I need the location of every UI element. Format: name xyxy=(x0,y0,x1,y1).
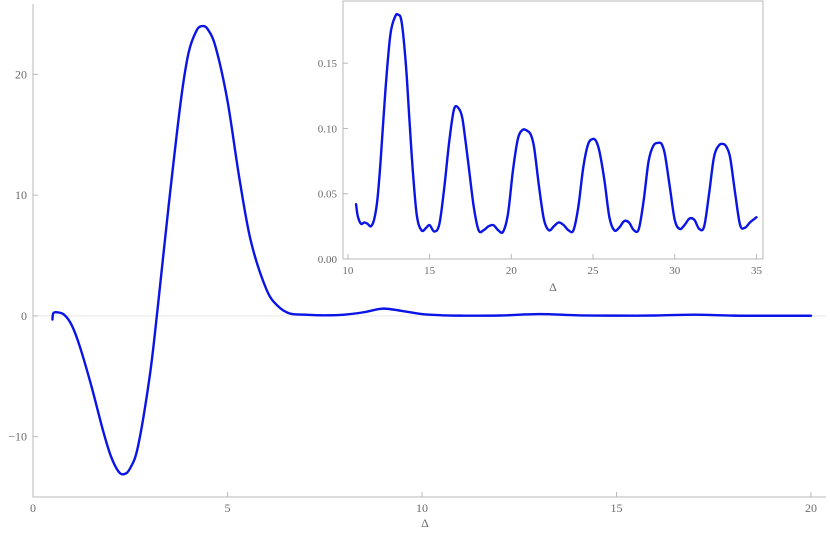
inset-x-tick-label: 30 xyxy=(669,265,681,277)
main-x-tick-label: 20 xyxy=(805,501,817,515)
inset-x-tick-label: 20 xyxy=(506,265,518,277)
main-x-tick-label: 0 xyxy=(30,501,36,515)
main-plot: 0 5 10 15 20 −10 0 10 20 Δ xyxy=(8,4,826,530)
main-y-tick-label: −10 xyxy=(8,430,27,444)
inset-x-tick-label: 15 xyxy=(424,265,436,277)
inset-frame xyxy=(342,0,764,260)
main-series-line xyxy=(51,24,813,476)
main-x-tick-label: 15 xyxy=(611,501,623,515)
main-x-ticks: 0 5 10 15 20 xyxy=(30,492,817,515)
inset-x-axis-label: Δ xyxy=(549,280,557,294)
inset-y-ticks: 0.00 0.05 0.10 0.15 xyxy=(318,58,348,266)
inset-y-tick-label: 0.10 xyxy=(318,123,338,135)
inset-series-line xyxy=(354,13,758,234)
inset-y-tick-label: 0.05 xyxy=(318,189,338,201)
inset-x-ticks: 10 15 20 25 30 35 xyxy=(342,254,762,277)
inset-plot: 10 15 20 25 30 35 0.00 0.05 0.10 0.15 Δ xyxy=(318,0,764,294)
inset-x-tick-label: 10 xyxy=(342,265,354,277)
main-y-tick-label: 0 xyxy=(21,309,27,323)
inset-y-tick-label: 0.15 xyxy=(318,58,338,70)
main-x-tick-label: 10 xyxy=(416,501,428,515)
main-y-ticks: −10 0 10 20 xyxy=(8,67,38,444)
main-y-tick-label: 20 xyxy=(15,67,27,81)
main-x-axis-label: Δ xyxy=(421,516,429,530)
main-y-tick-label: 10 xyxy=(15,188,27,202)
inset-x-tick-label: 25 xyxy=(588,265,600,277)
inset-x-tick-label: 35 xyxy=(751,265,763,277)
inset-y-tick-label: 0.00 xyxy=(318,254,338,266)
main-x-tick-label: 5 xyxy=(225,501,231,515)
